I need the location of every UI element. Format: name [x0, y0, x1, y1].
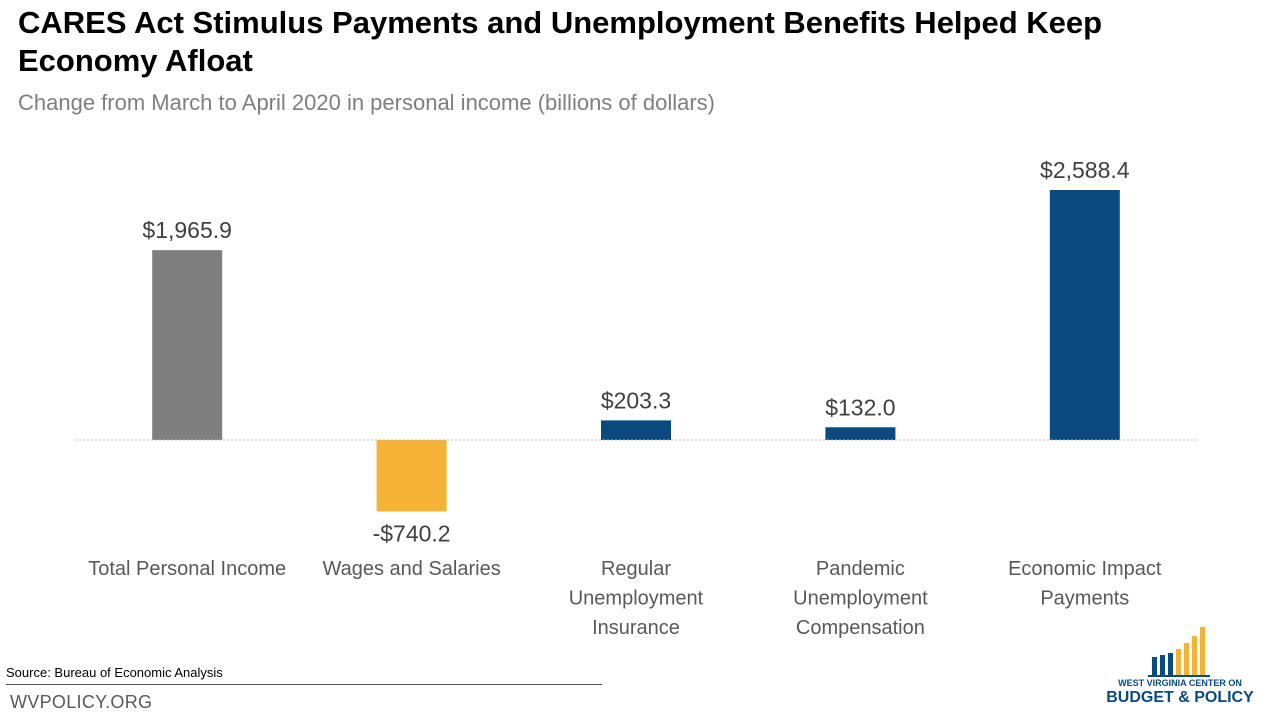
category-label: Pandemic: [816, 558, 905, 580]
bar: [601, 420, 671, 440]
logo-text-line1: WEST VIRGINIA CENTER ON: [1118, 678, 1242, 688]
category-label: Regular: [601, 558, 671, 580]
source-note: Source: Bureau of Economic Analysis: [6, 665, 223, 680]
chart-subtitle: Change from March to April 2020 in perso…: [18, 90, 716, 115]
data-label: -$740.2: [373, 520, 451, 546]
data-label: $132.0: [825, 394, 895, 420]
logo-text-line2: BUDGET & POLICY: [1106, 689, 1254, 706]
site-url: WVPOLICY.ORG: [10, 692, 153, 712]
category-label: Economic Impact: [1008, 558, 1162, 580]
source-divider: [6, 684, 602, 685]
category-label: Wages and Salaries: [322, 558, 500, 580]
category-label: Compensation: [796, 617, 925, 639]
chart-title: CARES Act Stimulus Payments and Unemploy…: [18, 5, 1103, 78]
category-label: Unemployment: [569, 588, 704, 610]
bar: [1049, 190, 1120, 440]
category-label: Insurance: [592, 617, 680, 639]
logo-bars-icon: [1148, 627, 1210, 677]
category-label: Unemployment: [793, 588, 928, 610]
bar: [825, 427, 896, 440]
data-label: $1,965.9: [142, 217, 232, 243]
category-label: Payments: [1040, 588, 1129, 610]
bar: [152, 250, 223, 440]
wvcbp-logo: WEST VIRGINIA CENTER ON BUDGET & POLICY: [1100, 625, 1260, 715]
data-label: $203.3: [601, 387, 671, 413]
category-label: Total Personal Income: [88, 558, 286, 580]
data-label: $2,588.4: [1040, 157, 1130, 183]
bar: [376, 440, 447, 512]
